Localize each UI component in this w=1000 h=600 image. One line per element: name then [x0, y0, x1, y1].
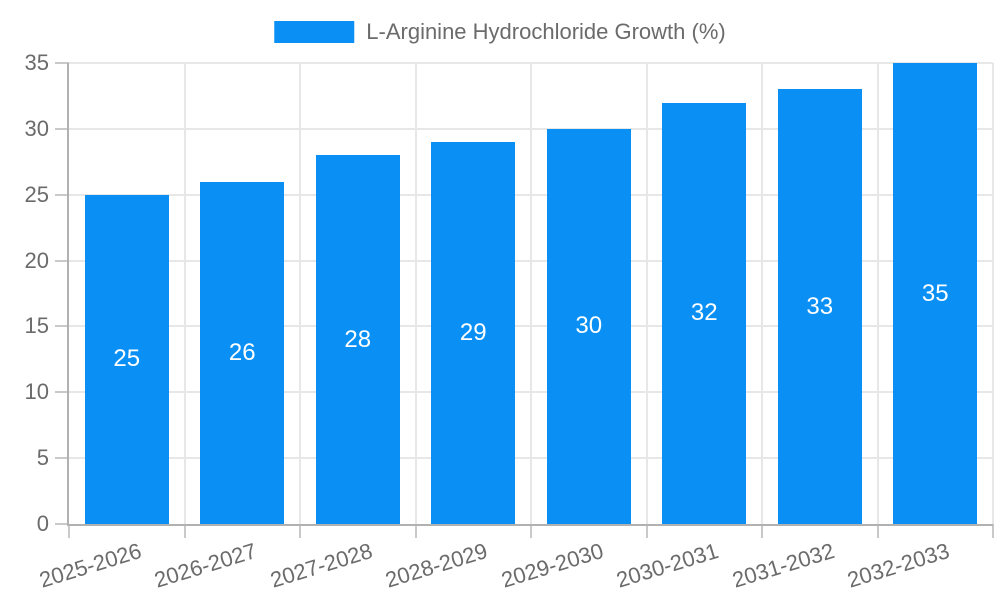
y-axis-tick-label: 5: [36, 445, 49, 471]
bar[interactable]: [200, 181, 285, 524]
x-axis-tick-mark: [183, 524, 186, 538]
chart-legend-item[interactable]: L-Arginine Hydrochloride Growth (%): [274, 19, 726, 45]
gridline-vertical: [299, 63, 301, 524]
y-axis-tick-label: 10: [24, 379, 49, 405]
legend-swatch: [274, 21, 355, 43]
y-axis-tick-label: 25: [24, 181, 49, 207]
x-axis-tick-label: 2029-2030: [498, 538, 607, 593]
y-axis-tick-label: 35: [24, 50, 49, 75]
x-axis-tick-mark: [761, 524, 763, 538]
x-axis-tick-mark: [992, 524, 994, 538]
bar[interactable]: [431, 142, 516, 524]
bar[interactable]: [315, 155, 400, 524]
bar[interactable]: [893, 63, 978, 524]
y-axis-tick-mark: [55, 391, 69, 394]
bar[interactable]: [662, 102, 747, 524]
y-axis-tick-mark: [55, 259, 69, 262]
x-axis-tick-mark: [414, 524, 417, 538]
bar[interactable]: [84, 194, 169, 524]
y-axis-tick-label: 20: [24, 247, 49, 273]
gridline-vertical: [645, 63, 648, 524]
gridline-vertical: [530, 63, 532, 524]
y-axis-tick-mark: [55, 62, 69, 64]
x-axis-tick-mark: [645, 524, 648, 538]
x-axis-tick-mark: [530, 524, 532, 538]
y-axis-tick-mark: [55, 457, 69, 460]
bar[interactable]: [777, 89, 862, 524]
x-axis-tick-label: 2030-2031: [613, 538, 722, 593]
gridline-vertical: [876, 63, 879, 524]
y-axis-tick-label: 30: [24, 115, 49, 141]
x-axis-tick-label: 2025-2026: [36, 538, 145, 593]
y-axis-tick-mark: [55, 193, 69, 196]
x-axis-tick-label: 2028-2029: [382, 538, 491, 593]
x-axis-tick-mark: [299, 524, 301, 538]
gridline-vertical: [414, 63, 417, 524]
bar[interactable]: [546, 128, 631, 524]
x-axis-tick-mark: [876, 524, 879, 538]
y-axis-tick-mark: [55, 325, 69, 328]
y-axis-tick-label: 15: [24, 313, 49, 339]
x-axis-tick-label: 2031-2032: [729, 538, 838, 593]
x-axis-line: [67, 524, 993, 526]
gridline-vertical: [992, 63, 994, 524]
y-axis-tick-label: 0: [36, 511, 49, 536]
x-axis-tick-label: 2032-2033: [844, 538, 953, 593]
x-axis-tick-mark: [68, 524, 70, 538]
x-axis-tick-label: 2026-2027: [151, 538, 260, 593]
y-axis-tick-mark: [55, 127, 69, 130]
y-axis-tick-mark: [55, 523, 69, 525]
legend-label: L-Arginine Hydrochloride Growth (%): [366, 19, 726, 44]
x-axis-tick-label: 2027-2028: [267, 538, 376, 593]
y-axis-line: [67, 63, 69, 526]
gridline-vertical: [183, 63, 186, 524]
gridline-vertical: [761, 63, 763, 524]
